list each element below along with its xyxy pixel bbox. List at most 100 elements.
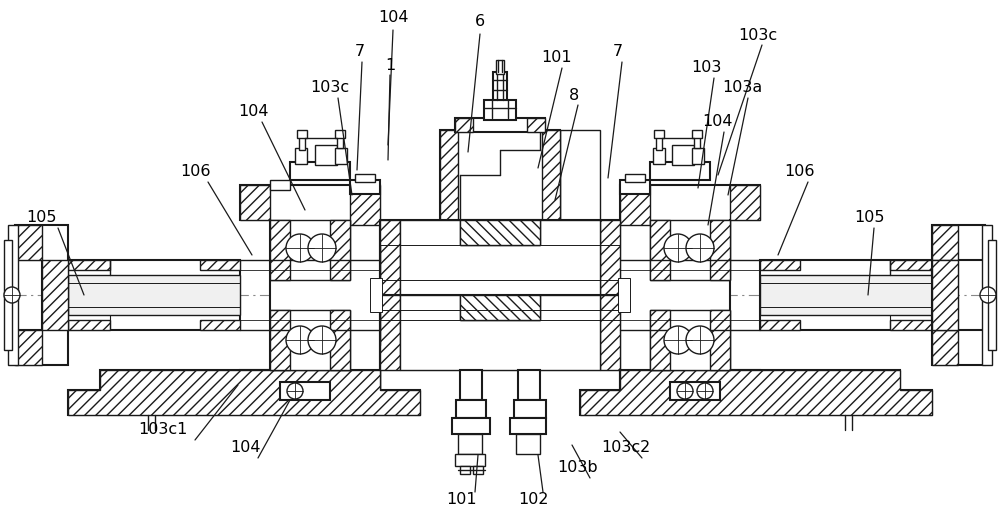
Text: 104: 104 bbox=[238, 105, 268, 119]
Polygon shape bbox=[580, 390, 932, 415]
Polygon shape bbox=[710, 310, 730, 370]
Bar bbox=[380, 220, 620, 295]
Bar bbox=[460, 466, 470, 474]
Polygon shape bbox=[460, 220, 540, 245]
Bar bbox=[456, 400, 486, 418]
Bar bbox=[760, 260, 932, 330]
Polygon shape bbox=[730, 185, 760, 220]
Bar bbox=[496, 60, 504, 74]
Polygon shape bbox=[380, 220, 400, 295]
Bar bbox=[694, 136, 700, 148]
Bar bbox=[290, 162, 350, 180]
Bar bbox=[355, 174, 375, 182]
Polygon shape bbox=[15, 330, 42, 365]
Polygon shape bbox=[650, 220, 730, 280]
Polygon shape bbox=[932, 225, 958, 260]
Bar bbox=[982, 225, 992, 365]
Polygon shape bbox=[330, 220, 350, 280]
Text: 7: 7 bbox=[613, 45, 623, 59]
Polygon shape bbox=[542, 130, 560, 220]
Bar bbox=[460, 370, 482, 400]
Polygon shape bbox=[42, 260, 68, 330]
Polygon shape bbox=[932, 260, 958, 330]
Circle shape bbox=[686, 326, 714, 354]
Bar bbox=[270, 180, 290, 190]
Text: 103a: 103a bbox=[722, 80, 762, 96]
Bar bbox=[760, 275, 932, 315]
Polygon shape bbox=[620, 185, 760, 405]
Bar bbox=[315, 145, 337, 165]
Polygon shape bbox=[270, 310, 290, 370]
Polygon shape bbox=[68, 260, 110, 270]
Bar bbox=[68, 275, 240, 315]
Bar bbox=[493, 72, 507, 100]
Circle shape bbox=[4, 287, 20, 303]
Polygon shape bbox=[932, 330, 958, 365]
Polygon shape bbox=[650, 220, 670, 280]
Polygon shape bbox=[600, 295, 620, 370]
Polygon shape bbox=[890, 260, 932, 270]
Polygon shape bbox=[527, 118, 545, 132]
Bar bbox=[350, 180, 380, 194]
Bar bbox=[335, 130, 345, 138]
Polygon shape bbox=[458, 130, 600, 220]
Circle shape bbox=[686, 234, 714, 262]
Bar bbox=[440, 130, 560, 220]
Circle shape bbox=[286, 234, 314, 262]
Bar bbox=[518, 370, 540, 400]
Polygon shape bbox=[620, 185, 650, 225]
Text: 106: 106 bbox=[180, 165, 210, 179]
Text: 103: 103 bbox=[691, 60, 721, 76]
Bar bbox=[620, 180, 650, 194]
Polygon shape bbox=[710, 220, 730, 280]
Polygon shape bbox=[890, 320, 932, 330]
Text: 101: 101 bbox=[542, 50, 572, 66]
Polygon shape bbox=[240, 370, 270, 405]
Bar bbox=[516, 434, 540, 454]
Circle shape bbox=[980, 287, 996, 303]
Polygon shape bbox=[68, 370, 420, 415]
Text: 1: 1 bbox=[385, 57, 395, 73]
Bar bbox=[455, 454, 485, 466]
Bar bbox=[670, 382, 720, 400]
Circle shape bbox=[286, 326, 314, 354]
Bar bbox=[484, 100, 516, 120]
Text: 103c2: 103c2 bbox=[601, 440, 651, 456]
Bar bbox=[337, 136, 343, 148]
Polygon shape bbox=[330, 310, 350, 370]
Polygon shape bbox=[100, 370, 380, 390]
Bar bbox=[653, 148, 665, 164]
Polygon shape bbox=[270, 220, 290, 280]
Polygon shape bbox=[730, 370, 760, 405]
Polygon shape bbox=[68, 320, 110, 330]
Bar bbox=[335, 148, 347, 164]
Text: 6: 6 bbox=[475, 15, 485, 29]
Text: 103c1: 103c1 bbox=[138, 422, 188, 438]
Bar bbox=[370, 278, 382, 312]
Bar bbox=[458, 434, 482, 454]
Text: 101: 101 bbox=[447, 492, 477, 508]
Bar bbox=[452, 418, 490, 434]
Text: 8: 8 bbox=[569, 87, 579, 103]
Bar bbox=[514, 400, 546, 418]
Polygon shape bbox=[580, 370, 932, 415]
Polygon shape bbox=[460, 150, 540, 220]
Polygon shape bbox=[440, 130, 458, 220]
Polygon shape bbox=[932, 225, 985, 365]
Polygon shape bbox=[600, 220, 620, 295]
Bar bbox=[988, 240, 996, 350]
Circle shape bbox=[664, 326, 692, 354]
Circle shape bbox=[697, 383, 713, 399]
Text: 103c: 103c bbox=[310, 80, 350, 96]
Polygon shape bbox=[270, 220, 350, 280]
Polygon shape bbox=[350, 370, 380, 405]
Text: 104: 104 bbox=[378, 11, 408, 25]
Bar bbox=[380, 295, 620, 370]
Text: 103c: 103c bbox=[738, 27, 778, 43]
Bar bbox=[8, 225, 18, 365]
Bar bbox=[672, 145, 694, 165]
Polygon shape bbox=[380, 295, 400, 370]
Circle shape bbox=[664, 234, 692, 262]
Polygon shape bbox=[240, 185, 270, 220]
Polygon shape bbox=[460, 295, 540, 320]
